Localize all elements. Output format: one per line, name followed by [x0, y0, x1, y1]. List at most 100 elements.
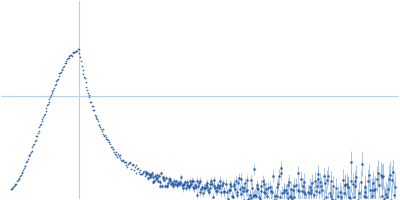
- Point: [50, 88, 56, 91]
- Point: [25, 155, 32, 158]
- Point: [140, 172, 147, 175]
- Point: [114, 155, 120, 158]
- Point: [39, 118, 46, 121]
- Point: [42, 110, 49, 113]
- Point: [53, 79, 60, 82]
- Point: [16, 176, 22, 179]
- Point: [116, 155, 122, 158]
- Point: [28, 150, 34, 153]
- Point: [72, 50, 79, 53]
- Point: [132, 166, 138, 169]
- Point: [126, 161, 132, 164]
- Point: [58, 69, 65, 72]
- Point: [134, 167, 140, 170]
- Point: [104, 137, 110, 140]
- Point: [74, 49, 80, 52]
- Point: [136, 171, 142, 174]
- Point: [81, 75, 87, 78]
- Point: [69, 51, 76, 54]
- Point: [57, 71, 63, 75]
- Point: [98, 128, 104, 131]
- Point: [62, 61, 68, 64]
- Point: [82, 76, 88, 79]
- Point: [132, 163, 139, 166]
- Point: [8, 187, 15, 190]
- Point: [62, 61, 69, 64]
- Point: [26, 154, 32, 157]
- Point: [78, 60, 84, 63]
- Point: [122, 160, 128, 163]
- Point: [131, 168, 137, 172]
- Point: [126, 161, 133, 164]
- Point: [51, 87, 57, 90]
- Point: [75, 48, 81, 51]
- Point: [40, 115, 46, 118]
- Point: [109, 146, 115, 149]
- Point: [92, 115, 99, 118]
- Point: [78, 64, 85, 67]
- Point: [130, 164, 136, 167]
- Point: [12, 182, 19, 186]
- Point: [14, 179, 21, 182]
- Point: [8, 187, 14, 190]
- Point: [13, 182, 20, 185]
- Point: [102, 136, 109, 139]
- Point: [105, 139, 111, 142]
- Point: [140, 171, 146, 174]
- Point: [102, 134, 108, 137]
- Point: [22, 165, 28, 168]
- Point: [112, 150, 119, 153]
- Point: [76, 51, 83, 55]
- Point: [45, 102, 51, 105]
- Point: [120, 159, 126, 162]
- Point: [99, 128, 106, 131]
- Point: [101, 134, 107, 137]
- Point: [121, 160, 127, 164]
- Point: [116, 154, 123, 157]
- Point: [123, 161, 130, 164]
- Point: [60, 65, 66, 68]
- Point: [38, 119, 45, 123]
- Point: [28, 149, 35, 152]
- Point: [85, 91, 91, 95]
- Point: [15, 178, 22, 181]
- Point: [79, 68, 86, 71]
- Point: [111, 150, 117, 153]
- Point: [122, 163, 129, 166]
- Point: [48, 92, 55, 95]
- Point: [32, 139, 38, 142]
- Point: [59, 67, 66, 70]
- Point: [46, 100, 52, 104]
- Point: [52, 82, 59, 85]
- Point: [24, 160, 30, 163]
- Point: [127, 160, 134, 163]
- Point: [30, 144, 36, 147]
- Point: [61, 64, 67, 68]
- Point: [141, 169, 147, 173]
- Point: [136, 168, 143, 171]
- Point: [133, 171, 140, 174]
- Point: [22, 164, 29, 167]
- Point: [34, 134, 40, 137]
- Point: [87, 100, 94, 103]
- Point: [108, 145, 114, 148]
- Point: [20, 168, 26, 171]
- Point: [76, 47, 82, 50]
- Point: [96, 124, 102, 127]
- Point: [90, 108, 96, 111]
- Point: [67, 53, 73, 57]
- Point: [55, 78, 61, 81]
- Point: [65, 56, 71, 59]
- Point: [96, 123, 103, 127]
- Point: [98, 129, 105, 133]
- Point: [103, 137, 110, 140]
- Point: [100, 132, 106, 135]
- Point: [14, 180, 20, 183]
- Point: [137, 172, 144, 176]
- Point: [46, 97, 52, 100]
- Point: [129, 163, 135, 166]
- Point: [36, 126, 42, 129]
- Point: [95, 119, 101, 123]
- Point: [107, 143, 114, 146]
- Point: [43, 106, 50, 110]
